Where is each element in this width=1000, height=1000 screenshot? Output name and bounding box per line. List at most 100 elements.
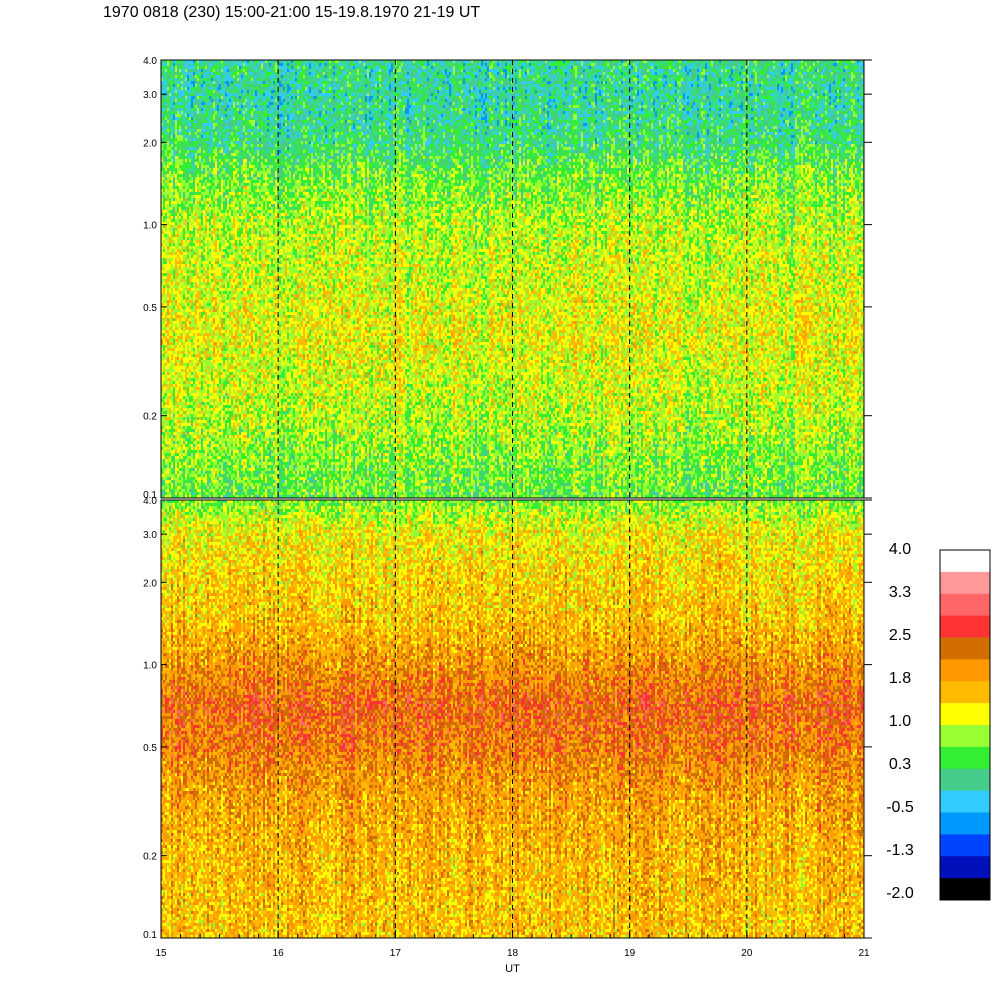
heatmap-cell — [803, 72, 807, 75]
heatmap-cell — [691, 63, 695, 66]
heatmap-cell — [779, 78, 783, 81]
heatmap-cell — [779, 72, 781, 75]
heatmap-cell — [785, 69, 789, 72]
heatmap-cell — [581, 75, 583, 78]
heatmap-cell — [527, 63, 529, 66]
heatmap-cell — [173, 78, 175, 81]
heatmap-cell — [723, 75, 725, 78]
heatmap-cell — [705, 69, 707, 72]
heatmap-cell — [659, 72, 661, 75]
heatmap-cell — [741, 69, 743, 72]
heatmap-cell — [567, 63, 569, 66]
heatmap-cell — [491, 78, 493, 81]
heatmap-cell — [313, 69, 315, 72]
heatmap-cell — [621, 66, 623, 69]
heatmap-cell — [183, 78, 185, 81]
heatmap-cell — [289, 66, 291, 69]
heatmap-cell — [425, 66, 427, 69]
heatmap-cell — [277, 72, 281, 75]
heatmap-cell — [485, 78, 487, 81]
heatmap-cell — [793, 78, 795, 81]
heatmap-cell — [669, 75, 673, 78]
heatmap-cell — [181, 75, 183, 78]
heatmap-cell — [749, 66, 751, 69]
heatmap-cell — [409, 63, 411, 66]
heatmap-cell — [305, 69, 309, 72]
heatmap-cell — [861, 75, 863, 78]
heatmap-cell — [399, 63, 401, 66]
heatmap-cell — [637, 69, 639, 72]
heatmap-cell — [471, 66, 473, 69]
heatmap-cell — [379, 75, 381, 78]
heatmap-cell — [345, 63, 347, 66]
heatmap-cell — [619, 69, 623, 72]
heatmap-cell — [453, 63, 455, 66]
heatmap-cell — [745, 66, 747, 69]
heatmap-cell — [357, 63, 361, 66]
heatmap-cell — [625, 69, 627, 72]
heatmap-cell — [627, 72, 629, 75]
heatmap-cell — [213, 81, 215, 84]
heatmap-cell — [301, 78, 303, 81]
heatmap-cell — [423, 66, 425, 69]
heatmap-cell — [343, 72, 347, 75]
heatmap-cell — [789, 69, 791, 72]
heatmap-cell — [381, 75, 391, 78]
heatmap-cell — [291, 75, 293, 78]
heatmap-cell — [717, 69, 719, 72]
heatmap-cell — [767, 75, 769, 78]
heatmap-cell — [325, 63, 327, 66]
heatmap-cell — [837, 66, 839, 69]
heatmap-cell — [349, 66, 351, 69]
heatmap-cell — [831, 66, 833, 69]
heatmap-cell — [527, 69, 529, 72]
heatmap-cell — [513, 66, 515, 69]
heatmap-cell — [623, 66, 625, 69]
heatmap-cell — [685, 75, 687, 78]
heatmap-cell — [549, 66, 551, 69]
heatmap-cell — [669, 78, 671, 81]
heatmap-cell — [755, 66, 757, 69]
heatmap-cell — [675, 69, 679, 72]
heatmap-cell — [791, 69, 793, 72]
heatmap-cell — [791, 72, 795, 75]
heatmap-cell — [627, 66, 629, 69]
heatmap-cell — [853, 72, 857, 75]
heatmap-cell — [769, 78, 771, 81]
heatmap-cell — [475, 75, 477, 78]
heatmap-cell — [667, 78, 669, 81]
heatmap-cell — [355, 69, 357, 72]
heatmap-cell — [583, 66, 587, 69]
heatmap-cell — [201, 69, 203, 72]
heatmap-cell — [363, 66, 365, 69]
heatmap-cell — [187, 69, 197, 72]
heatmap-cell — [675, 66, 677, 69]
heatmap-cell — [279, 63, 283, 66]
heatmap-cell — [507, 75, 509, 78]
heatmap-cell — [691, 75, 695, 78]
heatmap-cell — [329, 66, 331, 69]
heatmap-cell — [329, 69, 331, 72]
heatmap-cell — [591, 78, 593, 81]
heatmap-cell — [635, 75, 637, 78]
heatmap-cell — [469, 66, 471, 69]
heatmap-cell — [497, 63, 499, 66]
heatmap-cell — [407, 63, 409, 66]
heatmap-cell — [413, 78, 415, 81]
heatmap-cell — [311, 78, 313, 81]
heatmap-cell — [351, 75, 353, 78]
heatmap-cell — [231, 63, 233, 66]
heatmap-cell — [501, 66, 505, 69]
heatmap-cell — [167, 66, 169, 69]
heatmap-cell — [755, 72, 757, 75]
heatmap-cell — [575, 72, 577, 75]
heatmap-cell — [515, 78, 517, 81]
heatmap-cell — [723, 69, 725, 72]
heatmap-cell — [721, 75, 723, 78]
heatmap-cell — [505, 72, 507, 75]
heatmap-cell — [593, 69, 597, 72]
heatmap-cell — [255, 69, 257, 72]
heatmap-cell — [225, 63, 229, 66]
heatmap-cell — [417, 66, 421, 69]
heatmap-cell — [575, 69, 577, 72]
